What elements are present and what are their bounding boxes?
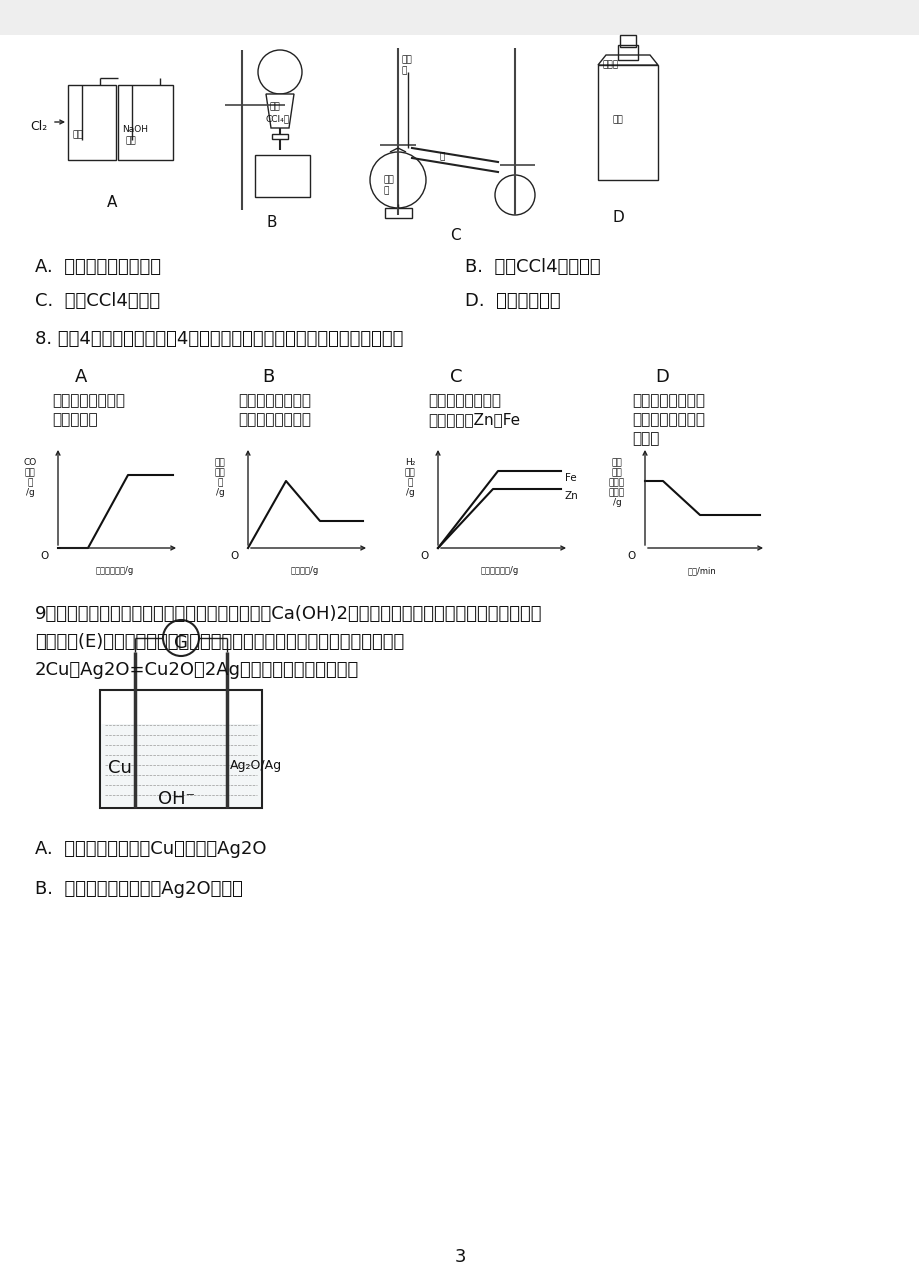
Text: O: O: [231, 550, 239, 561]
Text: 计: 计: [402, 66, 407, 75]
Text: /g: /g: [405, 488, 414, 497]
Text: Cl₂: Cl₂: [30, 120, 47, 132]
Text: 溶液中加入少量二: 溶液中加入少量二: [631, 412, 704, 427]
Text: 量: 量: [407, 478, 413, 487]
Text: 3: 3: [454, 1249, 465, 1266]
Text: A: A: [107, 195, 117, 210]
Text: NaOH: NaOH: [122, 125, 148, 134]
Text: OH⁻: OH⁻: [158, 790, 195, 808]
Bar: [384, 208, 412, 218]
Text: Ag₂O/Ag: Ag₂O/Ag: [230, 759, 282, 772]
Text: 稀盐酸的质量/g: 稀盐酸的质量/g: [481, 566, 518, 575]
Polygon shape: [266, 94, 294, 127]
Text: 8. 下列4个坐标图分别表示4个实验过程中某些质量的变化。其中正确的是: 8. 下列4个坐标图分别表示4个实验过程中某些质量的变化。其中正确的是: [35, 330, 403, 348]
Text: 元素: 元素: [611, 468, 621, 476]
Text: Cu: Cu: [108, 759, 131, 777]
Text: 液体中: 液体中: [608, 478, 624, 487]
Text: 向足量盐酸中加等: 向足量盐酸中加等: [427, 392, 501, 408]
Text: C: C: [449, 368, 462, 386]
Text: 稀盐酸的质量/g: 稀盐酸的质量/g: [96, 566, 134, 575]
Text: D: D: [654, 368, 668, 386]
Text: 废液: 废液: [73, 130, 84, 139]
Text: 的质: 的质: [404, 468, 414, 476]
Text: D: D: [611, 210, 623, 225]
Bar: [255, 155, 310, 197]
Text: G: G: [174, 634, 187, 652]
Text: 向一定量石灰石中: 向一定量石灰石中: [52, 392, 125, 408]
Text: 水层: 水层: [269, 102, 280, 111]
Text: B.  分离CCl4层和水层: B. 分离CCl4层和水层: [464, 259, 600, 276]
Bar: [619, 34, 635, 47]
Text: D.  长期贮存液溢: D. 长期贮存液溢: [464, 292, 560, 310]
Text: /g: /g: [26, 488, 34, 497]
Bar: [100, 691, 262, 808]
Text: /g: /g: [215, 488, 224, 497]
Text: 铁的质量/g: 铁的质量/g: [290, 566, 319, 575]
Text: O: O: [40, 550, 49, 561]
Text: B: B: [262, 368, 274, 386]
Text: 的质: 的质: [214, 468, 225, 476]
Bar: [0, 0, 919, 34]
Text: 9．普通水泥在固化过程中自由水分子减少并产生Ca(OH)2，溶液呈碱性。根据这一特点科学家发明: 9．普通水泥在固化过程中自由水分子减少并产生Ca(OH)2，溶液呈碱性。根据这一…: [35, 605, 542, 623]
Text: 量: 量: [217, 478, 222, 487]
Text: CCl₄层: CCl₄层: [266, 113, 289, 124]
Bar: [272, 134, 288, 139]
Text: Zn: Zn: [564, 490, 578, 501]
Polygon shape: [597, 55, 657, 65]
Bar: [618, 45, 637, 60]
Bar: [101, 725, 261, 806]
Text: O: O: [627, 550, 635, 561]
Text: B.  测量原理示意图中，Ag2O为负极: B. 测量原理示意图中，Ag2O为负极: [35, 880, 243, 898]
Text: /g: /g: [612, 498, 620, 507]
Text: 的质量: 的质量: [608, 488, 624, 497]
Text: C.  分离CCl4和液溢: C. 分离CCl4和液溢: [35, 292, 160, 310]
Text: C: C: [449, 228, 460, 243]
Text: Fe: Fe: [564, 473, 576, 483]
Text: B: B: [267, 215, 277, 231]
Bar: [68, 85, 116, 161]
Text: A.  氧化废液中的渴化氢: A. 氧化废液中的渴化氢: [35, 259, 161, 276]
Text: 2Cu＋Ag2O=Cu2O＋2Ag。下列有关说法正确的是: 2Cu＋Ag2O=Cu2O＋2Ag。下列有关说法正确的是: [35, 661, 358, 679]
Text: 了电动势(E)法测水泥初凝时间，此法的原理如图所示，反应的总方程式为：: 了电动势(E)法测水泥初凝时间，此法的原理如图所示，反应的总方程式为：: [35, 633, 403, 651]
Bar: [597, 65, 657, 180]
Text: 溶液: 溶液: [126, 136, 137, 145]
Text: 向一定量过氧化氢: 向一定量过氧化氢: [631, 392, 704, 408]
Bar: [118, 85, 173, 161]
Text: 滔加稀盐酸: 滔加稀盐酸: [52, 412, 97, 427]
Text: CO: CO: [23, 457, 37, 468]
Text: 氧化锰: 氧化锰: [631, 431, 659, 446]
Text: A.  装置中电流方向由Cu经导线到Ag2O: A. 装置中电流方向由Cu经导线到Ag2O: [35, 840, 267, 857]
Text: H₂: H₂: [404, 457, 414, 468]
Text: 棕色瓶: 棕色瓶: [602, 60, 618, 69]
Text: 温度: 温度: [402, 55, 413, 64]
Text: 剂: 剂: [383, 186, 389, 195]
Text: 水: 水: [439, 152, 445, 161]
Text: 萃取: 萃取: [383, 175, 394, 183]
Text: 液中不断加入铁粉: 液中不断加入铁粉: [238, 412, 311, 427]
Text: 向一定量硫酸锐溶: 向一定量硫酸锐溶: [238, 392, 311, 408]
Text: 剩余: 剩余: [611, 457, 621, 468]
Text: 量: 量: [28, 478, 33, 487]
Text: 质量的金属Zn、Fe: 质量的金属Zn、Fe: [427, 412, 519, 427]
Text: O: O: [420, 550, 428, 561]
Text: A: A: [75, 368, 87, 386]
Text: 固化: 固化: [214, 457, 225, 468]
Text: 液溴: 液溴: [612, 115, 623, 124]
Text: 时间/min: 时间/min: [686, 566, 716, 575]
Text: 的质: 的质: [25, 468, 35, 476]
